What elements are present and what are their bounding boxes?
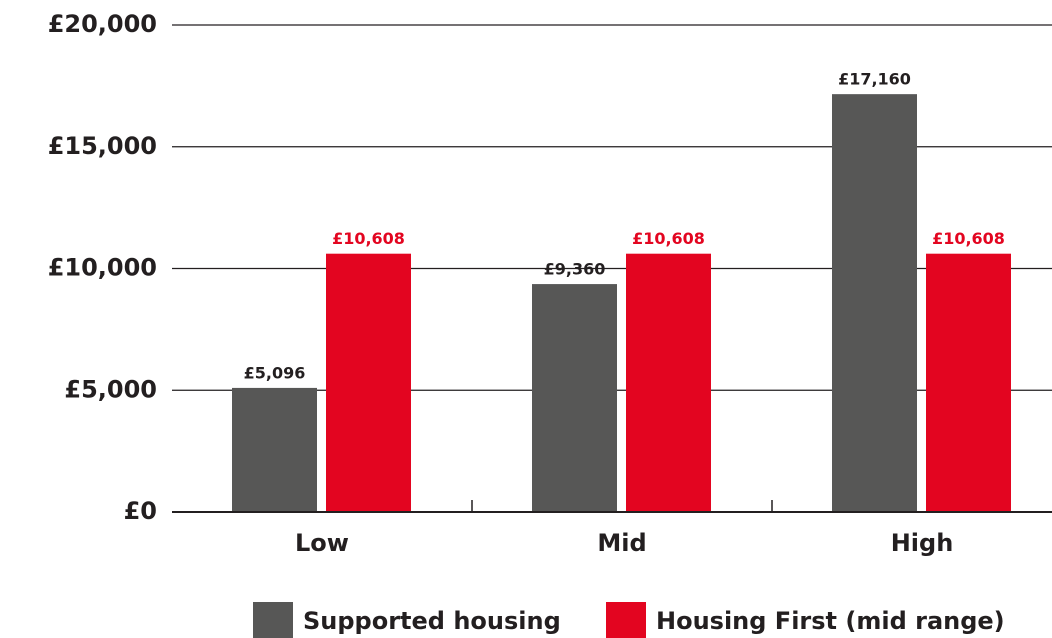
value-label: £9,360 (544, 260, 606, 279)
legend-swatch (253, 602, 293, 638)
value-label: £10,608 (632, 229, 705, 248)
bar (326, 253, 411, 513)
y-tick-label: £0 (124, 497, 157, 525)
y-tick-label: £10,000 (48, 254, 157, 282)
bar (626, 253, 711, 513)
value-label: £17,160 (838, 70, 911, 89)
value-label: £10,608 (932, 229, 1005, 248)
bar (532, 284, 617, 512)
legend-label: Housing First (mid range) (656, 607, 1005, 635)
x-tick-label: Low (295, 529, 349, 557)
legend-swatch (606, 602, 646, 638)
y-tick-label: £15,000 (48, 132, 157, 160)
legend-label: Supported housing (303, 607, 561, 635)
x-tick-label: Mid (597, 529, 646, 557)
y-tick-label: £5,000 (64, 375, 157, 403)
x-tick-label: High (891, 529, 954, 557)
bar (926, 253, 1011, 513)
value-label: £5,096 (244, 363, 306, 382)
bar (232, 387, 317, 512)
y-tick-label: £20,000 (48, 10, 157, 38)
value-label: £10,608 (332, 229, 405, 248)
bar (832, 94, 917, 513)
